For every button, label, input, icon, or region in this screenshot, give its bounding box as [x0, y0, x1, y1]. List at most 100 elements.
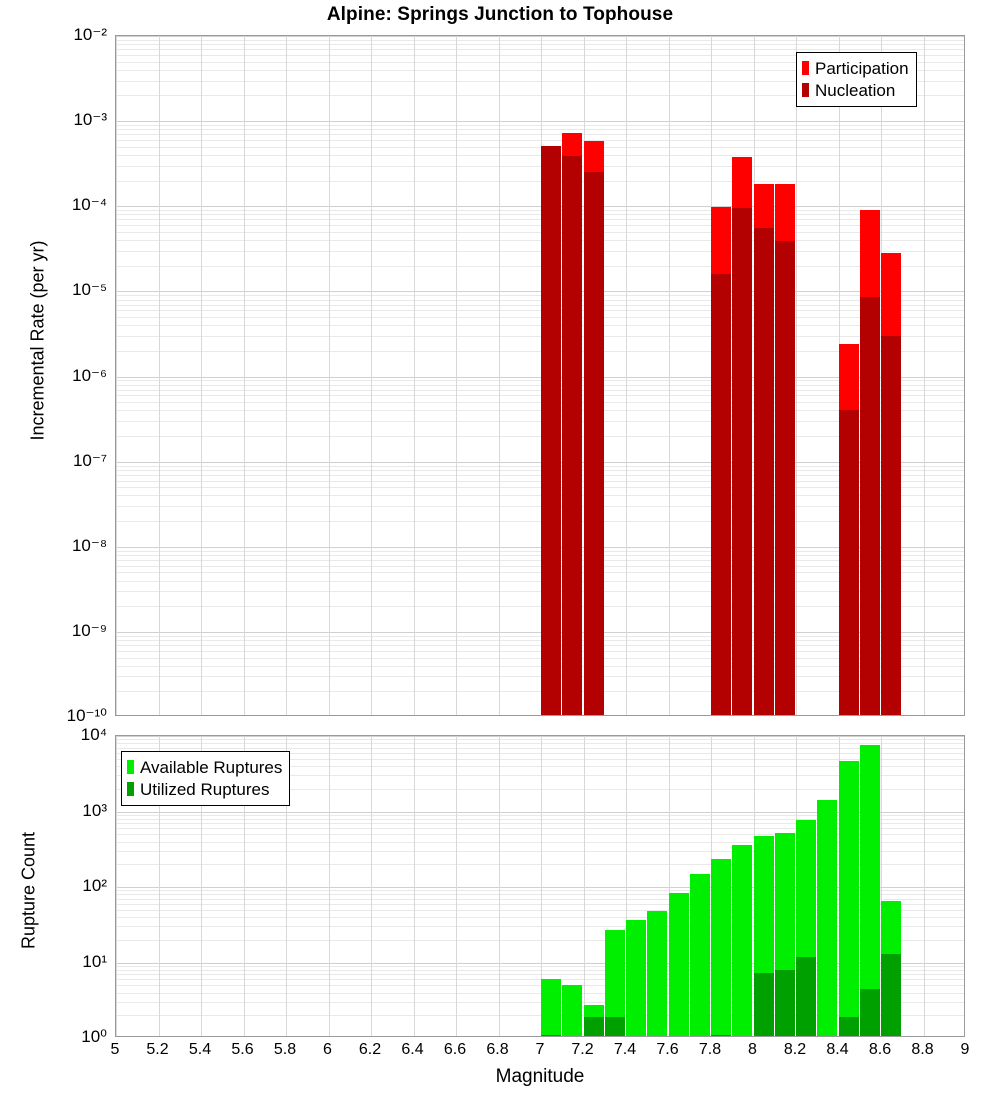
gridline-vertical [116, 36, 117, 715]
bar-available-ruptures-m8.3 [817, 800, 838, 1036]
gridline-horizontal [116, 69, 964, 71]
gridline-vertical [668, 36, 670, 715]
gridline-vertical [626, 736, 627, 1036]
gridline-horizontal [116, 850, 964, 852]
y-axis-tick: 10⁻⁶ [72, 365, 107, 385]
gridline-horizontal [116, 550, 964, 552]
gridline-horizontal [116, 474, 964, 476]
gridline-vertical [371, 736, 372, 1036]
x-axis-tick: 5.8 [273, 1041, 297, 1058]
bar-nucleation-m8 [753, 227, 774, 715]
gridline-horizontal [116, 962, 964, 964]
gridline-horizontal [116, 554, 964, 556]
gridline-vertical [201, 36, 202, 715]
gridline-horizontal [116, 965, 964, 967]
bar-available-ruptures-m8.5 [859, 745, 880, 1036]
gridline-horizontal [116, 231, 964, 233]
gridline-horizontal [116, 487, 964, 489]
bar-available-ruptures-m7.1 [562, 985, 583, 1036]
bar-utilized-ruptures-m8.4 [838, 1016, 859, 1036]
bar-utilized-ruptures-m8 [753, 973, 774, 1036]
bar-nucleation-m7.8 [711, 273, 731, 715]
gridline-horizontal [116, 49, 964, 51]
legend-swatch-icon [127, 782, 134, 796]
gridline-horizontal [116, 657, 964, 659]
gridline-horizontal [116, 903, 964, 905]
y-axis-tick: 10⁻³ [73, 110, 107, 130]
gridline-horizontal [116, 766, 964, 768]
x-axis-tick: 7 [535, 1041, 545, 1058]
gridline-horizontal [116, 225, 964, 227]
gridline-horizontal [116, 206, 964, 208]
gridline-horizontal [116, 747, 964, 749]
gridline-horizontal [116, 469, 964, 471]
top-legend-item: Participation [802, 57, 909, 79]
gridline-vertical [286, 736, 287, 1036]
gridline-horizontal [116, 402, 964, 404]
bar-available-ruptures-m7.9 [732, 844, 753, 1036]
gridline-horizontal [116, 890, 964, 892]
top-y-axis-label: Incremental Rate (per yr) [27, 240, 48, 441]
gridline-horizontal [116, 606, 964, 608]
bar-utilized-ruptures-m8.6 [881, 953, 901, 1036]
y-axis-tick: 10⁻⁹ [71, 620, 107, 640]
x-axis-tick: 6.4 [401, 1041, 424, 1058]
gridline-horizontal [116, 465, 964, 467]
gridline-horizontal [116, 395, 964, 397]
legend-label: Available Ruptures [140, 757, 283, 777]
gridline-horizontal [116, 384, 964, 386]
gridline-vertical [498, 36, 500, 715]
gridline-horizontal [116, 1001, 964, 1003]
gridline-horizontal [116, 635, 964, 637]
gridline-vertical [796, 36, 797, 715]
gridline-horizontal [116, 752, 964, 754]
gridline-vertical [626, 36, 627, 715]
gridline-vertical [201, 736, 202, 1036]
x-axis-tick: 7.4 [613, 1041, 637, 1058]
bar-nucleation-m8.6 [881, 335, 901, 715]
gridline-horizontal [116, 295, 964, 297]
legend-label: Utilized Ruptures [140, 779, 270, 799]
gridline-vertical [498, 736, 500, 1036]
gridline-horizontal [116, 335, 964, 337]
gridline-horizontal [116, 165, 964, 167]
gridline-horizontal [116, 775, 964, 777]
bar-available-ruptures-m7.4 [626, 920, 646, 1036]
gridline-horizontal [116, 61, 964, 63]
gridline-horizontal [116, 565, 964, 567]
x-axis-tick: 8 [748, 1041, 757, 1058]
gridline-vertical [286, 36, 287, 715]
gridline-horizontal [116, 121, 964, 123]
gridline-horizontal [116, 841, 964, 843]
bar-available-ruptures-m7.7 [689, 873, 710, 1036]
gridline-horizontal [116, 985, 964, 987]
x-axis-tick: 7.6 [656, 1041, 679, 1058]
gridline-horizontal [116, 421, 964, 422]
gridline-horizontal [116, 814, 964, 816]
x-axis-tick: 8.4 [826, 1041, 849, 1058]
gridline-horizontal [116, 44, 964, 46]
gridline-horizontal [116, 291, 964, 293]
gridline-horizontal [116, 926, 964, 928]
y-axis-tick: 10⁰ [81, 1027, 107, 1046]
y-axis-tick: 10⁻⁸ [71, 535, 107, 555]
gridline-vertical [413, 736, 415, 1036]
gridline-horizontal [116, 939, 964, 941]
gridline-vertical [328, 36, 330, 715]
bar-nucleation-m7.2 [583, 172, 604, 715]
gridline-vertical [158, 736, 160, 1036]
y-axis-tick: 10⁻² [73, 25, 107, 44]
gridline-horizontal [116, 350, 964, 352]
gridline-horizontal [116, 461, 964, 463]
top-legend-item: Nucleation [802, 79, 909, 101]
gridline-horizontal [116, 389, 964, 391]
gridline-horizontal [116, 325, 964, 327]
bar-nucleation-m8.4 [838, 410, 859, 715]
y-axis-tick: 10⁴ [80, 725, 107, 744]
gridline-horizontal [116, 828, 964, 830]
gridline-vertical [116, 736, 117, 1036]
bar-available-ruptures-m7.6 [668, 892, 689, 1036]
x-axis-tick: 6 [323, 1041, 332, 1058]
bar-utilized-ruptures-m7.3 [604, 1016, 625, 1036]
gridline-horizontal [116, 818, 964, 820]
